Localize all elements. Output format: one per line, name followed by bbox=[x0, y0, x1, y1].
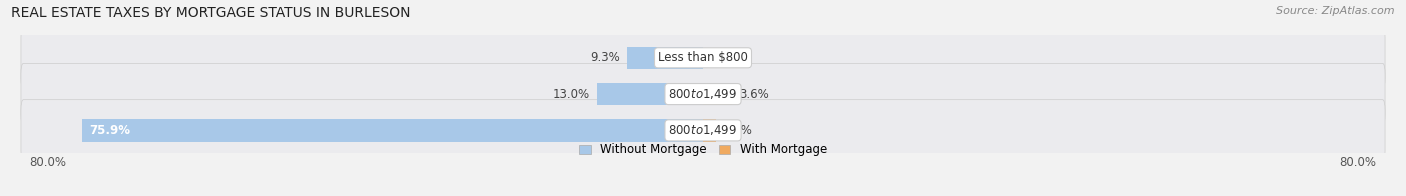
FancyBboxPatch shape bbox=[21, 63, 1385, 125]
Bar bbox=[703, 119, 716, 142]
Text: REAL ESTATE TAXES BY MORTGAGE STATUS IN BURLESON: REAL ESTATE TAXES BY MORTGAGE STATUS IN … bbox=[11, 6, 411, 20]
Text: $800 to $1,499: $800 to $1,499 bbox=[668, 87, 738, 101]
Bar bbox=[596, 83, 703, 105]
Bar bbox=[703, 83, 733, 105]
Text: 1.6%: 1.6% bbox=[723, 124, 752, 137]
Text: 3.6%: 3.6% bbox=[740, 88, 769, 101]
FancyBboxPatch shape bbox=[21, 100, 1385, 161]
Text: Source: ZipAtlas.com: Source: ZipAtlas.com bbox=[1277, 6, 1395, 16]
Text: $800 to $1,499: $800 to $1,499 bbox=[668, 123, 738, 137]
Text: 9.3%: 9.3% bbox=[591, 51, 620, 64]
Text: 13.0%: 13.0% bbox=[553, 88, 591, 101]
Bar bbox=[627, 46, 703, 69]
FancyBboxPatch shape bbox=[21, 27, 1385, 88]
Text: 0.0%: 0.0% bbox=[710, 51, 740, 64]
Text: Less than $800: Less than $800 bbox=[658, 51, 748, 64]
Bar bbox=[82, 119, 703, 142]
Legend: Without Mortgage, With Mortgage: Without Mortgage, With Mortgage bbox=[579, 143, 827, 156]
Text: 75.9%: 75.9% bbox=[90, 124, 131, 137]
